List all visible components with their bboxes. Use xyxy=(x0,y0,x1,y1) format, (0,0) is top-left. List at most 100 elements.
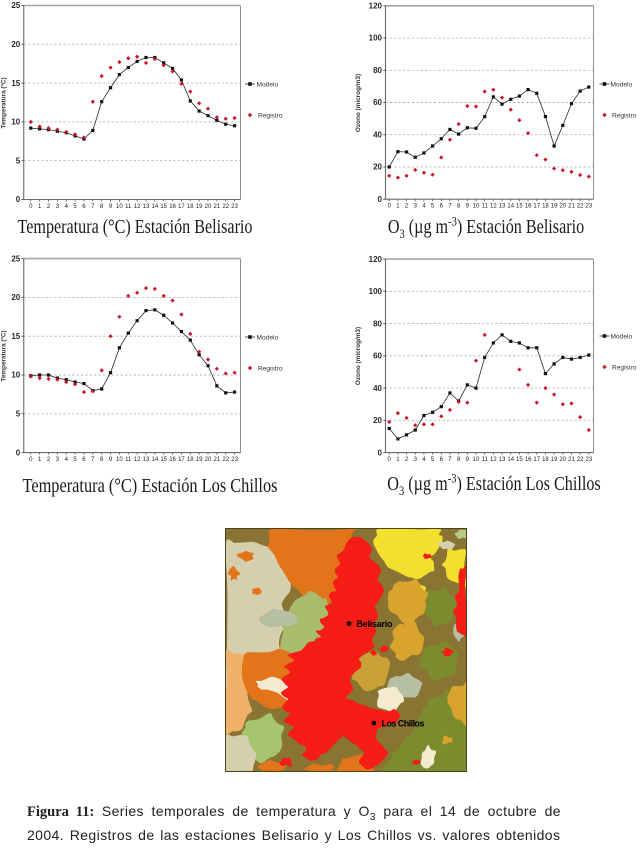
svg-text:Registro: Registro xyxy=(612,364,637,371)
svg-text:6: 6 xyxy=(440,204,444,210)
svg-text:2: 2 xyxy=(405,457,409,463)
svg-text:17: 17 xyxy=(533,457,540,463)
svg-text:11: 11 xyxy=(125,204,132,210)
svg-text:6: 6 xyxy=(82,204,86,210)
svg-text:22: 22 xyxy=(577,204,584,210)
svg-text:13: 13 xyxy=(143,204,150,210)
svg-text:6: 6 xyxy=(82,457,86,463)
svg-text:Modelo: Modelo xyxy=(611,81,633,88)
svg-text:10: 10 xyxy=(11,371,20,380)
svg-text:20: 20 xyxy=(373,163,382,172)
svg-text:15: 15 xyxy=(11,332,20,341)
svg-text:0: 0 xyxy=(16,195,21,204)
svg-text:0: 0 xyxy=(16,448,21,457)
svg-text:0: 0 xyxy=(388,204,392,210)
svg-text:80: 80 xyxy=(373,66,382,75)
svg-text:80: 80 xyxy=(373,319,382,328)
svg-text:20: 20 xyxy=(205,457,212,463)
svg-text:20: 20 xyxy=(559,204,566,210)
svg-text:60: 60 xyxy=(373,352,382,361)
svg-text:18: 18 xyxy=(542,457,549,463)
svg-text:11: 11 xyxy=(482,457,489,463)
svg-text:19: 19 xyxy=(551,204,558,210)
svg-text:14: 14 xyxy=(507,204,514,210)
svg-text:9: 9 xyxy=(466,204,470,210)
svg-text:Registro: Registro xyxy=(258,365,283,372)
svg-text:16: 16 xyxy=(525,457,532,463)
svg-text:12: 12 xyxy=(490,204,497,210)
svg-text:19: 19 xyxy=(551,457,558,463)
svg-text:Modelo: Modelo xyxy=(257,81,279,88)
svg-text:Ozono (microg/m3): Ozono (microg/m3) xyxy=(355,74,362,132)
svg-text:0: 0 xyxy=(29,204,33,210)
svg-text:15: 15 xyxy=(11,79,20,88)
svg-text:Los Chillos: Los Chillos xyxy=(382,719,425,729)
svg-text:120: 120 xyxy=(369,2,383,11)
svg-text:Modelo: Modelo xyxy=(611,333,633,340)
svg-text:20: 20 xyxy=(205,204,212,210)
svg-text:Registro: Registro xyxy=(612,112,637,119)
svg-text:10: 10 xyxy=(473,457,480,463)
svg-text:21: 21 xyxy=(568,204,575,210)
svg-text:8: 8 xyxy=(100,204,104,210)
svg-text:17: 17 xyxy=(533,204,540,210)
svg-text:21: 21 xyxy=(214,204,221,210)
svg-text:10: 10 xyxy=(473,204,480,210)
svg-text:3: 3 xyxy=(56,204,60,210)
svg-text:11: 11 xyxy=(125,457,132,463)
svg-text:Temperatura (ºC): Temperatura (ºC) xyxy=(1,330,8,381)
svg-text:7: 7 xyxy=(448,457,452,463)
svg-text:9: 9 xyxy=(466,457,470,463)
svg-text:10: 10 xyxy=(116,457,123,463)
svg-text:5: 5 xyxy=(431,204,435,210)
svg-text:4: 4 xyxy=(422,204,426,210)
svg-text:22: 22 xyxy=(222,457,229,463)
svg-text:100: 100 xyxy=(369,34,383,43)
svg-text:22: 22 xyxy=(577,457,584,463)
svg-text:100: 100 xyxy=(369,287,383,296)
svg-text:19: 19 xyxy=(196,204,203,210)
svg-text:23: 23 xyxy=(585,204,592,210)
svg-text:Temperatura (ºC): Temperatura (ºC) xyxy=(1,77,8,128)
svg-text:10: 10 xyxy=(11,118,20,127)
svg-text:40: 40 xyxy=(373,384,382,393)
svg-text:21: 21 xyxy=(214,457,221,463)
svg-text:16: 16 xyxy=(525,204,532,210)
svg-text:1: 1 xyxy=(38,204,42,210)
svg-text:15: 15 xyxy=(160,457,167,463)
svg-text:18: 18 xyxy=(187,457,194,463)
svg-text:5: 5 xyxy=(16,156,21,165)
svg-text:13: 13 xyxy=(499,204,506,210)
svg-text:12: 12 xyxy=(490,457,497,463)
svg-text:22: 22 xyxy=(222,204,229,210)
svg-text:Registro: Registro xyxy=(258,112,283,119)
svg-text:17: 17 xyxy=(178,204,185,210)
svg-text:23: 23 xyxy=(231,457,238,463)
svg-text:5: 5 xyxy=(73,204,77,210)
svg-text:8: 8 xyxy=(457,204,461,210)
svg-text:20: 20 xyxy=(11,40,20,49)
svg-text:120: 120 xyxy=(369,255,383,264)
svg-text:9: 9 xyxy=(109,204,113,210)
svg-text:Belisario: Belisario xyxy=(357,619,394,629)
svg-text:17: 17 xyxy=(178,457,185,463)
svg-text:Ozono (microg/m3): Ozono (microg/m3) xyxy=(355,327,362,385)
svg-text:13: 13 xyxy=(143,457,150,463)
svg-text:15: 15 xyxy=(516,204,523,210)
svg-text:12: 12 xyxy=(134,457,141,463)
svg-text:19: 19 xyxy=(196,457,203,463)
svg-text:3: 3 xyxy=(414,204,418,210)
svg-text:14: 14 xyxy=(507,457,514,463)
svg-text:20: 20 xyxy=(559,457,566,463)
svg-text:16: 16 xyxy=(169,457,176,463)
svg-text:16: 16 xyxy=(169,204,176,210)
svg-text:4: 4 xyxy=(65,457,69,463)
svg-text:2: 2 xyxy=(47,204,51,210)
svg-text:20: 20 xyxy=(11,293,20,302)
svg-text:2: 2 xyxy=(47,457,51,463)
svg-text:3: 3 xyxy=(414,457,418,463)
svg-text:9: 9 xyxy=(109,457,113,463)
svg-text:6: 6 xyxy=(440,457,444,463)
svg-text:1: 1 xyxy=(38,457,42,463)
svg-text:3: 3 xyxy=(56,457,60,463)
